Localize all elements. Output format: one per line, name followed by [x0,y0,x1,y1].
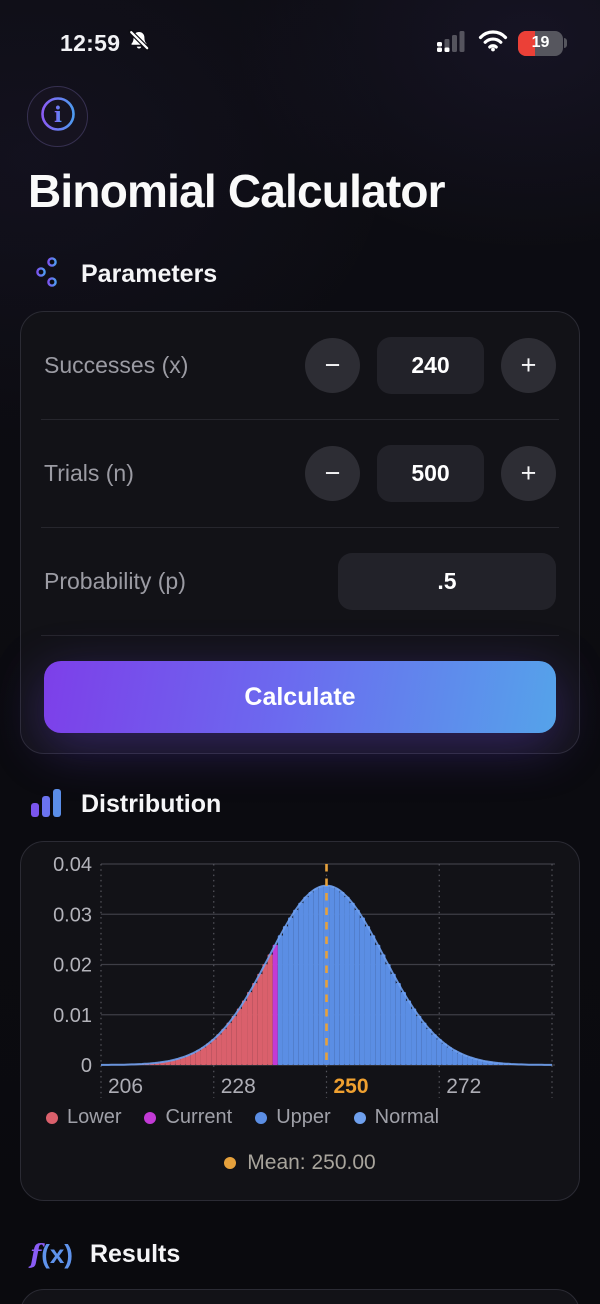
trials-row: Trials (n) − 500 + [21,420,579,527]
calculate-button[interactable]: Calculate [44,661,556,733]
probability-input[interactable]: .5 [338,553,556,610]
trials-plus-button[interactable]: + [501,446,556,501]
trials-label: Trials (n) [44,460,134,486]
battery-percent: 19 [531,34,550,51]
distribution-chart: 0 0.01 0.02 0.03 0.04 206 228 250 272 [53,854,555,1098]
trials-stepper: − 500 + [305,445,556,502]
legend-item-normal: Normal [353,1106,439,1129]
legend-item-upper: Upper [255,1106,331,1129]
mean-label: Mean: 250.00 [247,1151,376,1174]
svg-text:206: 206 [108,1075,143,1098]
page-title: Binomial Calculator [28,165,446,217]
successes-minus-button[interactable]: − [305,338,360,393]
probability-label: Probability (p) [44,568,186,594]
bell-slash-icon [127,28,151,58]
results-section-header: f(x) Results [30,1239,600,1270]
distribution-section-header: Distribution [30,787,600,822]
svg-text:228: 228 [221,1075,256,1098]
clock-time: 12:59 [60,29,121,56]
legend-dot [353,1111,366,1124]
successes-stepper: − 240 + [305,337,556,394]
svg-text:272: 272 [446,1075,481,1098]
status-bar: 12:59 [0,0,600,62]
successes-label: Successes (x) [44,352,189,378]
legend-item-current: Current [144,1106,232,1129]
svg-text:0.02: 0.02 [53,955,92,977]
svg-text:i: i [54,102,62,127]
info-icon: i [39,95,77,138]
legend-dot [46,1111,58,1124]
svg-text:0: 0 [81,1055,92,1077]
results-section-label: Results [89,1240,181,1268]
svg-text:0.01: 0.01 [53,1005,92,1027]
trials-value[interactable]: 500 [377,445,484,502]
parameters-card: Successes (x) − 240 + Trials (n) − 500 +… [20,311,580,754]
results-card [20,1289,580,1304]
distribution-chart-card: 0 0.01 0.02 0.03 0.04 206 228 250 272 Lower Curre… [20,841,580,1201]
probability-row: Probability (p) .5 [21,528,579,635]
function-icon: f(x) [30,1239,73,1270]
parameters-section-header: Parameters [30,257,600,292]
successes-value[interactable]: 240 [377,337,484,394]
successes-row: Successes (x) − 240 + [21,312,579,419]
wifi-icon [478,29,508,57]
mean-dot-icon [224,1157,237,1169]
info-button[interactable]: i [27,86,88,147]
svg-text:250: 250 [334,1075,369,1098]
parameters-section-label: Parameters [81,260,218,288]
bar-chart-icon [30,787,64,822]
legend-dot [255,1111,268,1124]
chart-legend: Lower Current Upper Normal [46,1106,579,1129]
cellular-signal-icon [436,30,468,57]
legend-item-lower: Lower [46,1106,121,1129]
battery-fill [518,30,536,56]
svg-text:0.04: 0.04 [53,854,92,876]
svg-text:0.03: 0.03 [53,904,92,926]
mean-annotation: Mean: 250.00 [21,1151,579,1175]
row-divider [41,527,559,528]
legend-dot [144,1111,157,1124]
distribution-section-label: Distribution [81,790,222,818]
battery-icon: 19 [518,30,568,56]
row-divider [41,635,559,636]
sliders-icon [30,257,64,292]
successes-plus-button[interactable]: + [501,338,556,393]
row-divider [41,419,559,420]
trials-minus-button[interactable]: − [305,446,360,501]
